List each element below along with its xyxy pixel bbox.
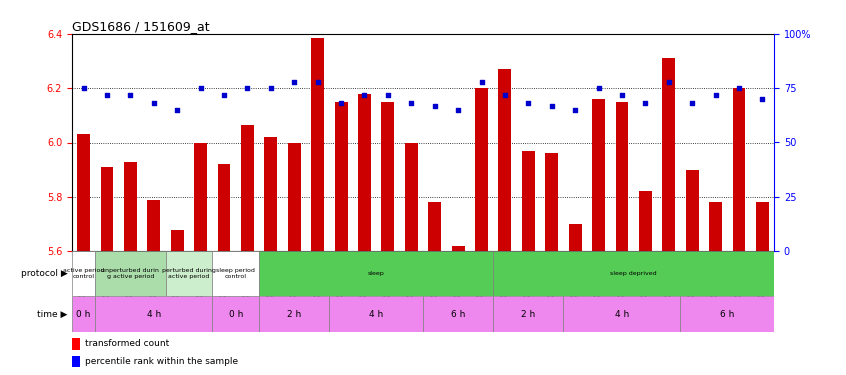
Bar bbox=[77, 134, 90, 251]
Point bbox=[498, 92, 512, 98]
Bar bbox=[171, 230, 184, 251]
Point bbox=[194, 85, 207, 91]
Bar bbox=[639, 192, 651, 251]
Text: active period
control: active period control bbox=[63, 268, 104, 279]
Point bbox=[404, 100, 418, 106]
Text: percentile rank within the sample: percentile rank within the sample bbox=[85, 357, 238, 366]
Bar bbox=[592, 99, 605, 251]
Point bbox=[77, 85, 91, 91]
Bar bbox=[265, 137, 277, 251]
Text: 0 h: 0 h bbox=[228, 310, 243, 319]
Point bbox=[381, 92, 394, 98]
Bar bbox=[493, 296, 563, 332]
Point bbox=[639, 100, 652, 106]
Bar bbox=[124, 162, 137, 251]
Bar bbox=[498, 69, 511, 251]
Bar bbox=[96, 251, 166, 296]
Bar bbox=[709, 202, 722, 251]
Text: 4 h: 4 h bbox=[146, 310, 161, 319]
Point bbox=[124, 92, 137, 98]
Bar bbox=[147, 200, 160, 251]
Bar bbox=[72, 251, 96, 296]
Text: 6 h: 6 h bbox=[451, 310, 465, 319]
Bar bbox=[616, 102, 629, 251]
Point bbox=[662, 79, 675, 85]
Text: 2 h: 2 h bbox=[287, 310, 301, 319]
Bar bbox=[569, 224, 581, 251]
Point bbox=[545, 102, 558, 108]
Bar bbox=[72, 338, 80, 350]
Bar bbox=[733, 88, 745, 251]
Bar bbox=[686, 170, 699, 251]
Point bbox=[591, 85, 605, 91]
Bar bbox=[311, 38, 324, 251]
Bar bbox=[259, 251, 493, 296]
Point bbox=[288, 79, 301, 85]
Bar bbox=[563, 296, 680, 332]
Bar bbox=[72, 296, 96, 332]
Point bbox=[755, 96, 769, 102]
Bar bbox=[428, 202, 441, 251]
Point bbox=[170, 107, 184, 113]
Point bbox=[217, 92, 231, 98]
Bar bbox=[405, 142, 418, 251]
Text: sleep: sleep bbox=[368, 271, 385, 276]
Point bbox=[685, 100, 699, 106]
Point bbox=[358, 92, 371, 98]
Bar bbox=[358, 94, 371, 251]
Bar bbox=[72, 356, 80, 368]
Point bbox=[311, 79, 325, 85]
Point bbox=[334, 100, 348, 106]
Text: time ▶: time ▶ bbox=[37, 310, 68, 319]
Bar bbox=[195, 142, 207, 251]
Point bbox=[240, 85, 254, 91]
Text: 4 h: 4 h bbox=[369, 310, 383, 319]
Point bbox=[615, 92, 629, 98]
Point bbox=[100, 92, 113, 98]
Text: 0 h: 0 h bbox=[76, 310, 91, 319]
Point bbox=[264, 85, 277, 91]
Point bbox=[733, 85, 746, 91]
Bar bbox=[680, 296, 774, 332]
Bar bbox=[212, 296, 259, 332]
Bar bbox=[382, 102, 394, 251]
Bar bbox=[662, 58, 675, 251]
Point bbox=[569, 107, 582, 113]
Text: perturbed during
active period: perturbed during active period bbox=[162, 268, 216, 279]
Text: GDS1686 / 151609_at: GDS1686 / 151609_at bbox=[72, 20, 210, 33]
Bar bbox=[212, 251, 259, 296]
Point bbox=[521, 100, 536, 106]
Bar bbox=[475, 88, 488, 251]
Bar bbox=[452, 246, 464, 251]
Text: sleep period
control: sleep period control bbox=[217, 268, 255, 279]
Point bbox=[452, 107, 465, 113]
Text: 2 h: 2 h bbox=[521, 310, 536, 319]
Point bbox=[709, 92, 722, 98]
Text: 4 h: 4 h bbox=[615, 310, 629, 319]
Bar bbox=[335, 102, 348, 251]
Point bbox=[428, 102, 442, 108]
Text: 6 h: 6 h bbox=[720, 310, 734, 319]
Bar bbox=[259, 296, 329, 332]
Bar bbox=[166, 251, 212, 296]
Bar bbox=[288, 142, 300, 251]
Bar bbox=[423, 296, 493, 332]
Text: unperturbed durin
g active period: unperturbed durin g active period bbox=[102, 268, 159, 279]
Point bbox=[475, 79, 488, 85]
Bar bbox=[546, 153, 558, 251]
Bar bbox=[217, 164, 230, 251]
Point bbox=[147, 100, 161, 106]
Bar bbox=[96, 296, 212, 332]
Bar bbox=[522, 151, 535, 251]
Bar bbox=[241, 125, 254, 251]
Bar bbox=[493, 251, 774, 296]
Text: protocol ▶: protocol ▶ bbox=[21, 269, 68, 278]
Text: transformed count: transformed count bbox=[85, 339, 169, 348]
Bar bbox=[101, 167, 113, 251]
Bar bbox=[756, 202, 769, 251]
Bar bbox=[329, 296, 423, 332]
Text: sleep deprived: sleep deprived bbox=[610, 271, 657, 276]
